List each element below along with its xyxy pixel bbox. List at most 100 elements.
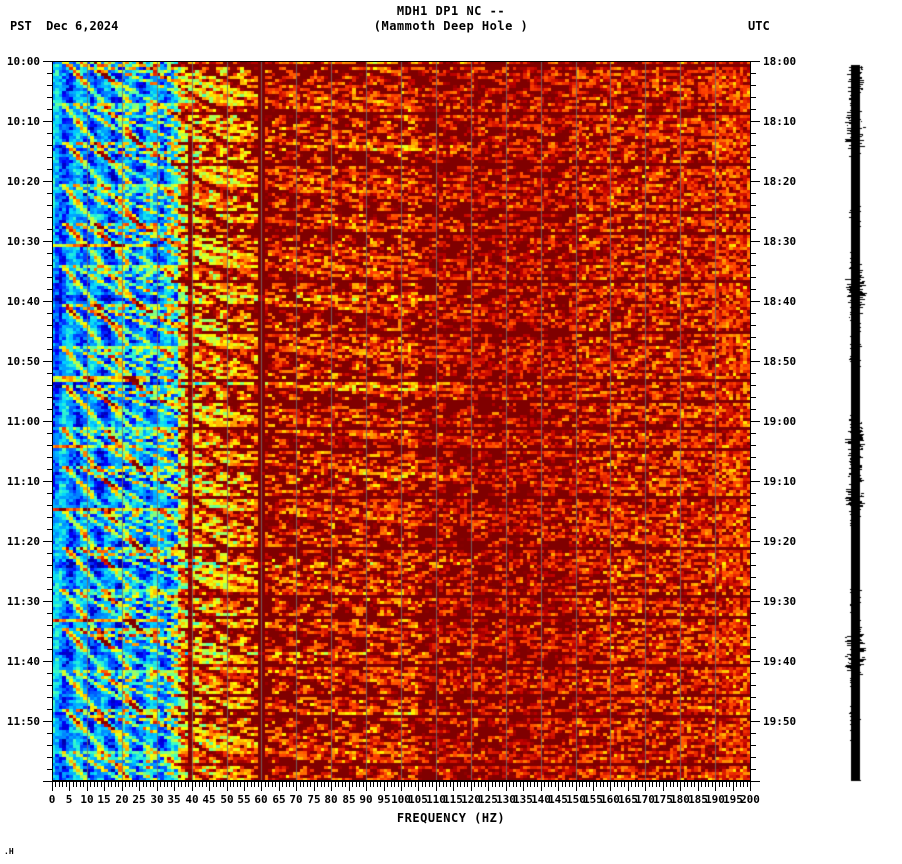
tick-major-freq: [296, 782, 297, 791]
tick-minor-freq: [499, 782, 500, 787]
tick-minor-freq: [55, 782, 56, 787]
tick-minor-left: [47, 133, 52, 134]
tick-minor-left: [47, 193, 52, 194]
tick-major-left: [43, 421, 52, 422]
tick-minor-freq: [624, 782, 625, 787]
tick-minor-freq: [185, 782, 186, 787]
tick-minor-right: [751, 745, 756, 746]
tick-major-left: [43, 721, 52, 722]
tick-minor-right: [751, 229, 756, 230]
tick-minor-left: [47, 229, 52, 230]
tick-minor-left: [47, 529, 52, 530]
tick-minor-freq: [603, 782, 604, 787]
tick-minor-left: [47, 277, 52, 278]
frequency-label: 55: [237, 793, 251, 806]
tick-minor-freq: [411, 782, 412, 787]
tick-minor-freq: [429, 782, 430, 787]
local-timezone-date-label: PST Dec 6,2024: [10, 19, 119, 33]
tick-minor-left: [47, 769, 52, 770]
frequency-label: 100: [391, 793, 411, 806]
tick-major-freq: [733, 782, 734, 791]
time-label-local: 11:30: [6, 595, 40, 608]
tick-minor-right: [751, 265, 756, 266]
time-label-local: 11:10: [6, 475, 40, 488]
tick-major-left: [43, 601, 52, 602]
tick-minor-freq: [708, 782, 709, 787]
tick-minor-right: [751, 709, 756, 710]
tick-minor-freq: [649, 782, 650, 787]
tick-minor-left: [47, 553, 52, 554]
tick-minor-left: [47, 685, 52, 686]
tick-minor-freq: [569, 782, 570, 787]
tick-minor-left: [47, 169, 52, 170]
time-label-utc: 19:30: [763, 595, 797, 608]
tick-minor-freq: [415, 782, 416, 787]
tick-major-freq: [122, 782, 123, 791]
tick-minor-freq: [143, 782, 144, 787]
tick-minor-left: [47, 433, 52, 434]
tick-major-freq: [227, 782, 228, 791]
tick-minor-freq: [527, 782, 528, 787]
tick-minor-freq: [446, 782, 447, 787]
tick-minor-freq: [129, 782, 130, 787]
spectrogram-plot[interactable]: [52, 61, 750, 781]
tick-minor-freq: [108, 782, 109, 787]
tick-major-freq: [139, 782, 140, 791]
tick-minor-freq: [293, 782, 294, 787]
frequency-label: 125: [478, 793, 498, 806]
tick-minor-freq: [443, 782, 444, 787]
tick-minor-freq: [115, 782, 116, 787]
tick-minor-freq: [439, 782, 440, 787]
tick-major-freq: [488, 782, 489, 791]
tick-minor-right: [751, 637, 756, 638]
tick-minor-freq: [425, 782, 426, 787]
tick-minor-freq: [216, 782, 217, 787]
tick-minor-freq: [729, 782, 730, 787]
frequency-label: 180: [670, 793, 690, 806]
frequency-label: 105: [408, 793, 428, 806]
tick-minor-left: [47, 445, 52, 446]
tick-minor-right: [751, 613, 756, 614]
tick-minor-freq: [544, 782, 545, 787]
frequency-label: 45: [202, 793, 216, 806]
tick-major-freq: [52, 782, 53, 791]
tick-major-freq: [698, 782, 699, 791]
time-label-local: 10:40: [6, 295, 40, 308]
tick-major-right: [751, 61, 760, 62]
tick-minor-freq: [258, 782, 259, 787]
tick-minor-freq: [328, 782, 329, 787]
tick-major-freq: [576, 782, 577, 791]
frequency-label: 30: [150, 793, 164, 806]
tick-minor-freq: [572, 782, 573, 787]
tick-minor-right: [751, 409, 756, 410]
tick-minor-freq: [719, 782, 720, 787]
tick-minor-freq: [352, 782, 353, 787]
frequency-label: 200: [740, 793, 760, 806]
tick-minor-freq: [164, 782, 165, 787]
tick-minor-left: [47, 385, 52, 386]
tick-minor-freq: [272, 782, 273, 787]
tick-minor-freq: [118, 782, 119, 787]
tick-minor-freq: [631, 782, 632, 787]
tick-minor-freq: [457, 782, 458, 787]
tick-major-freq: [418, 782, 419, 791]
tick-minor-freq: [701, 782, 702, 787]
tick-minor-freq: [677, 782, 678, 787]
tick-minor-right: [751, 505, 756, 506]
tick-minor-freq: [460, 782, 461, 787]
tick-minor-freq: [537, 782, 538, 787]
tick-minor-freq: [240, 782, 241, 787]
tick-minor-right: [751, 169, 756, 170]
frequency-label: 60: [254, 793, 268, 806]
tick-minor-freq: [380, 782, 381, 787]
tick-minor-freq: [338, 782, 339, 787]
tick-major-right: [751, 241, 760, 242]
tick-minor-freq: [317, 782, 318, 787]
tick-minor-right: [751, 769, 756, 770]
tick-major-freq: [610, 782, 611, 791]
tick-minor-freq: [467, 782, 468, 787]
tick-minor-freq: [589, 782, 590, 787]
tick-minor-freq: [324, 782, 325, 787]
tick-minor-right: [751, 469, 756, 470]
frequency-label: 85: [342, 793, 356, 806]
